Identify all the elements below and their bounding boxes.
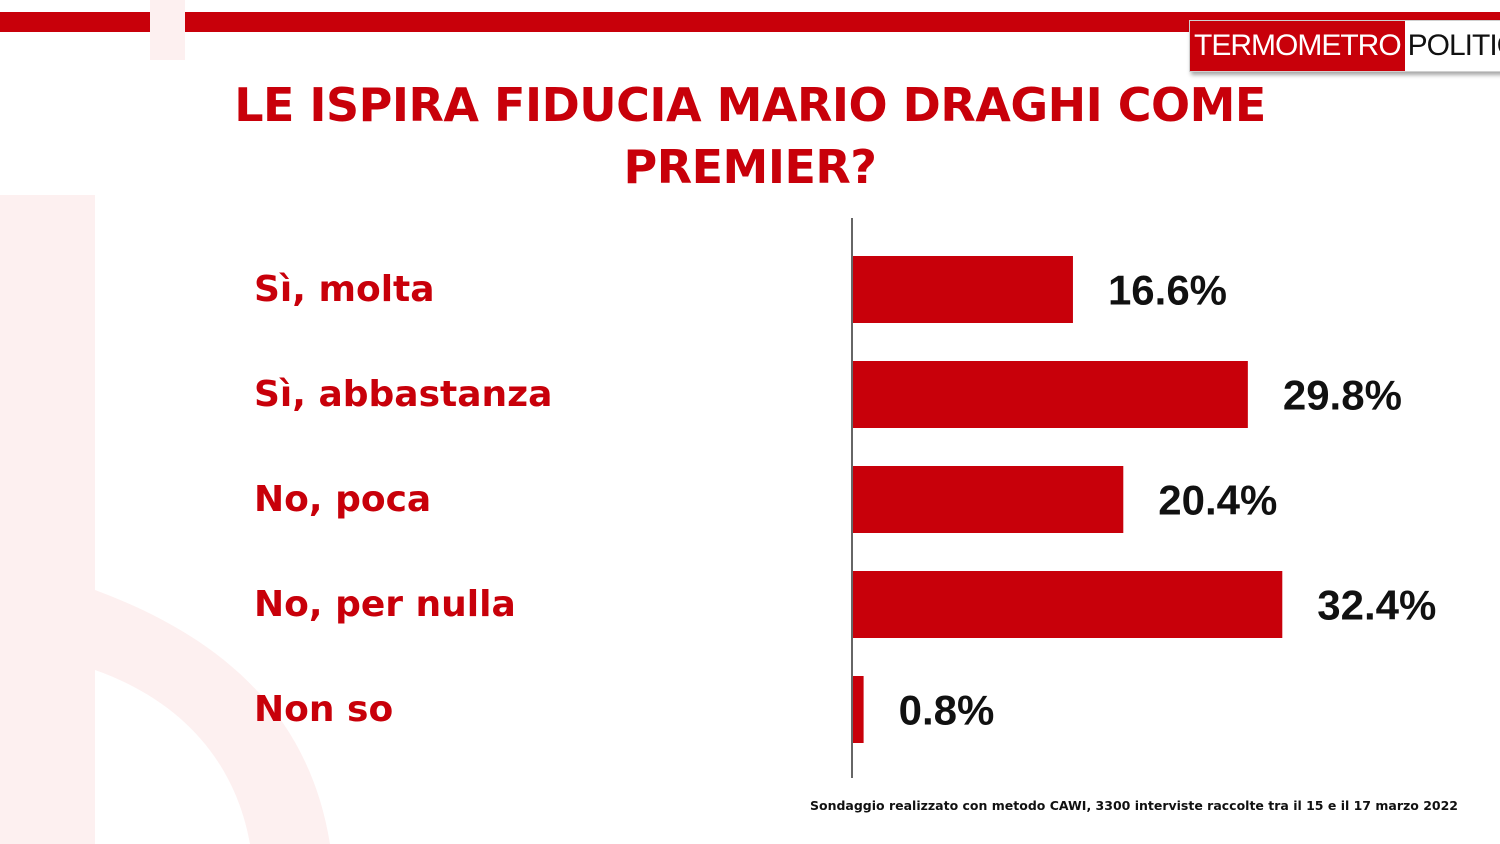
bar-value-label: 16.6% (1108, 267, 1227, 314)
bar-value-label: 29.8% (1283, 372, 1402, 419)
bar (853, 466, 1124, 533)
category-label: Sì, abbastanza (254, 373, 553, 415)
page-title: LE ISPIRA FIDUCIA MARIO DRAGHI COME PREM… (234, 78, 1266, 194)
logo-text-white: POLITICO (1404, 21, 1500, 71)
logo-text-red: TERMOMETRO (1190, 21, 1405, 71)
category-label: No, poca (254, 478, 432, 520)
category-label: Non so (254, 688, 394, 730)
bar (853, 361, 1248, 428)
bar (853, 256, 1073, 323)
bar (853, 571, 1283, 638)
bar-value-label: 0.8% (899, 687, 995, 734)
category-label: Sì, molta (254, 268, 435, 310)
bar-value-label: 20.4% (1158, 477, 1277, 524)
footnote: Sondaggio realizzato con metodo CAWI, 33… (809, 798, 1458, 813)
bar (853, 676, 864, 743)
top-accent-bar (0, 12, 1500, 32)
category-label: No, per nulla (254, 583, 516, 625)
termometro-politico-logo: TERMOMETRO POLITICO (1189, 20, 1500, 72)
bar-value-label: 32.4% (1317, 582, 1436, 629)
